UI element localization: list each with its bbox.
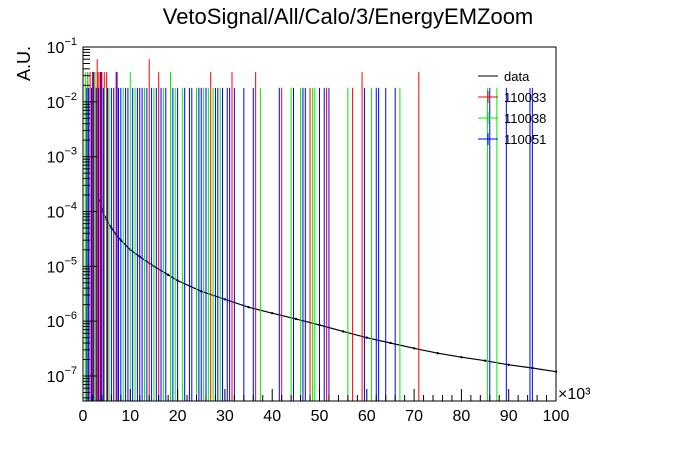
- y-tick-label: 10−4: [47, 200, 77, 221]
- data-point: [271, 311, 274, 315]
- x-tick-label: 50: [311, 408, 329, 425]
- data-point: [247, 305, 250, 309]
- y-tick-label: 10−3: [47, 146, 77, 167]
- legend-label: data: [504, 69, 530, 84]
- data-point: [389, 341, 392, 345]
- data-point: [341, 330, 345, 333]
- x-tick-label: 100: [543, 408, 570, 425]
- data-point: [507, 363, 510, 367]
- data-point: [460, 356, 463, 359]
- x-tick-label: 70: [405, 408, 423, 425]
- data-point: [436, 352, 439, 355]
- data-point: [483, 359, 487, 362]
- legend-label: 110033: [504, 90, 546, 105]
- legend-label: 110038: [504, 111, 546, 126]
- y-tick-label: 10−2: [47, 91, 77, 112]
- data-point: [365, 336, 368, 339]
- x-tick-label: 80: [453, 408, 471, 425]
- legend-label: 110051: [504, 132, 546, 147]
- x-axis-multiplier: ×10³: [558, 386, 591, 403]
- x-tick-label: 0: [79, 408, 88, 425]
- x-tick-label: 40: [263, 408, 281, 425]
- legend: data 110033 110038 110051: [478, 69, 546, 147]
- y-axis: 10−7 10−6 10−5 10−4 10−3 10−2 10−1: [47, 36, 97, 399]
- chart-title: VetoSignal/All/Calo/3/EnergyEMZoom: [163, 4, 534, 29]
- y-tick-label: 10−5: [47, 255, 77, 276]
- x-tick-label: 90: [500, 408, 518, 425]
- data-point: [294, 317, 298, 321]
- data-point: [166, 273, 170, 277]
- data-point: [412, 347, 416, 350]
- y-tick-label: 10−1: [47, 36, 77, 57]
- y-tick-label: 10−6: [47, 310, 77, 331]
- x-axis: 0 10 20 30 40 50 60 70 80 90 100: [79, 389, 570, 425]
- x-tick-label: 30: [216, 408, 234, 425]
- x-tick-label: 10: [121, 408, 139, 425]
- y-axis-label: A.U.: [14, 46, 34, 81]
- data-point: [223, 298, 227, 301]
- series-group: [84, 59, 558, 401]
- x-tick-label: 60: [358, 408, 376, 425]
- y-tick-label: 10−7: [47, 365, 77, 386]
- x-tick-label: 20: [169, 408, 187, 425]
